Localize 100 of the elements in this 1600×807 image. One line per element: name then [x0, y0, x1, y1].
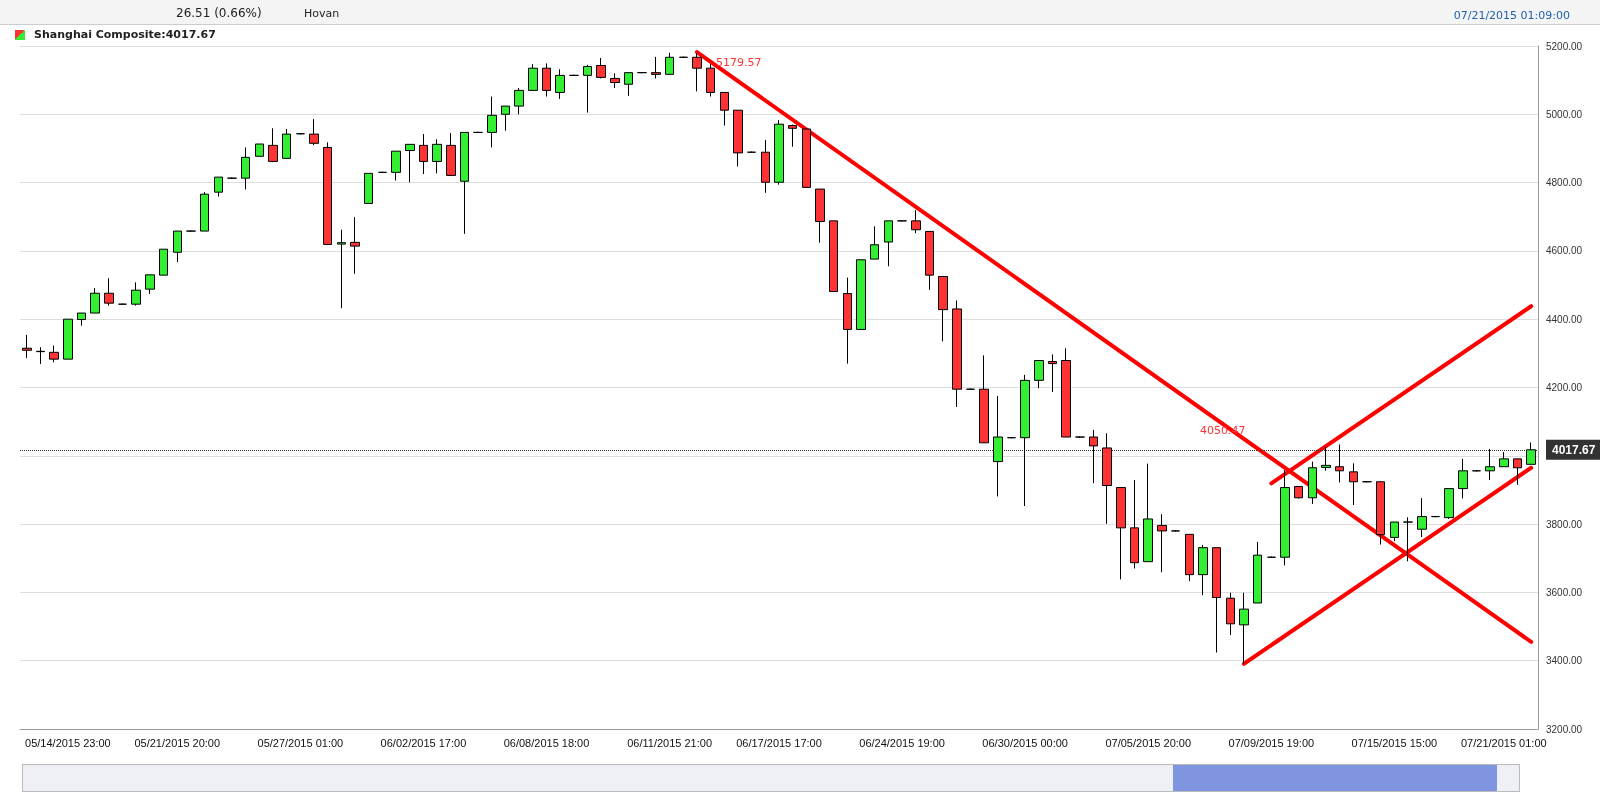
candlestick [761, 139, 770, 194]
candlestick [720, 91, 729, 127]
candlestick [337, 229, 346, 309]
candlestick [774, 119, 784, 186]
x-tick-label: 07/21/2015 01:00 [1460, 736, 1547, 749]
candlestick [1526, 441, 1536, 465]
x-tick-label: 06/08/2015 18:00 [503, 736, 590, 749]
y-tick-label: 5000.00 [1546, 108, 1583, 120]
candlestick [90, 287, 100, 314]
candlestick [1458, 458, 1468, 499]
x-tick-label: 06/17/2015 17:00 [736, 736, 822, 749]
candlestick [49, 345, 59, 363]
candlestick [692, 52, 702, 92]
candlestick [131, 281, 141, 307]
x-tick-label: 05/14/2015 23:00 [25, 736, 111, 749]
y-tick-label: 3200.00 [1546, 723, 1583, 735]
x-tick-label: 07/05/2015 20:00 [1105, 736, 1192, 749]
candlestick [583, 64, 592, 114]
candlestick [1499, 451, 1509, 468]
candlestick [555, 68, 565, 100]
candlestick [733, 109, 743, 168]
candlestick [1048, 353, 1057, 393]
text: 07/21/2015 01:09:00 [1453, 9, 1570, 22]
text: Hovan [304, 7, 340, 20]
candlestick [665, 52, 674, 75]
y-tick-label: 4800.00 [1546, 177, 1583, 189]
candlestick [432, 138, 442, 174]
candlestick [993, 395, 1003, 497]
candlestick [1390, 521, 1399, 542]
candlestick [1349, 462, 1358, 506]
candlestick [1376, 481, 1385, 546]
candlestick [1513, 458, 1522, 486]
candlestick [706, 63, 715, 98]
candlestick [979, 354, 989, 444]
candlestick [145, 274, 155, 295]
candlestick [1362, 480, 1372, 483]
candlestick [788, 124, 797, 148]
candlestick [309, 118, 319, 146]
candlestick [1308, 461, 1317, 505]
candlestick [802, 128, 811, 189]
candlestick [624, 72, 633, 97]
y-tick-label: 3600.00 [1546, 586, 1583, 598]
candlestick [1485, 448, 1495, 481]
candlestick [460, 131, 469, 235]
candlestick [173, 230, 182, 263]
candlestick [1294, 486, 1303, 499]
candlestick [282, 128, 291, 159]
x-tick-label: 06/30/2015 00:00 [982, 736, 1068, 749]
candlestick [364, 172, 373, 204]
y-tick-label: 3400.00 [1546, 655, 1583, 667]
candlestick [159, 248, 168, 276]
candlestick [405, 143, 415, 183]
x-tick-label: 07/09/2015 19:00 [1228, 736, 1315, 749]
candlestick [1157, 513, 1167, 573]
candlestick [1075, 435, 1085, 439]
candlestick [36, 346, 45, 365]
candlestick [104, 277, 114, 307]
candlestick [1089, 429, 1098, 484]
candlestick [514, 87, 524, 115]
candlestick [870, 225, 879, 260]
candlestick [829, 220, 838, 293]
candlestick [569, 74, 579, 77]
candlestick [501, 105, 510, 132]
y-tick-label: 4400.00 [1546, 313, 1583, 325]
candlestick [1116, 487, 1126, 580]
x-tick-label: 05/21/2015 20:00 [134, 736, 221, 749]
candlestick [200, 191, 209, 232]
candlestick [884, 220, 893, 267]
candlestick [446, 132, 456, 176]
candlestick [1020, 374, 1030, 507]
x-tick-label: 07/15/2015 15:00 [1351, 736, 1438, 749]
candlestick [1444, 488, 1454, 520]
candlestick [815, 188, 825, 244]
candlestick [1171, 529, 1180, 533]
candlestick [651, 56, 661, 79]
candlestick [1321, 446, 1331, 472]
candlestick [186, 229, 196, 233]
candlestick [1143, 463, 1153, 563]
text: 26.51 (0.66%) [176, 6, 262, 20]
candlestick [1253, 541, 1262, 604]
candlestick [391, 150, 401, 182]
x-tick-label: 06/11/2015 21:00 [627, 736, 713, 749]
candlestick [241, 146, 250, 190]
candlestick [596, 57, 606, 79]
candlestick [1102, 432, 1112, 525]
candlestick [528, 63, 538, 91]
candlestick [1185, 533, 1194, 582]
candlestick [637, 71, 647, 74]
candlestick [473, 131, 483, 134]
candlestick [63, 318, 73, 360]
candlestick [419, 133, 428, 175]
candlestick [77, 312, 86, 327]
x-tick-label: 06/24/2015 19:00 [859, 736, 945, 749]
candlestick [227, 176, 237, 180]
candlestick [542, 62, 551, 98]
candlestick [1130, 479, 1139, 569]
ref-line-label: 4017.67 [1552, 442, 1596, 457]
candlestick [1061, 347, 1071, 438]
candlestick [1034, 360, 1044, 389]
candlestick [925, 230, 934, 291]
